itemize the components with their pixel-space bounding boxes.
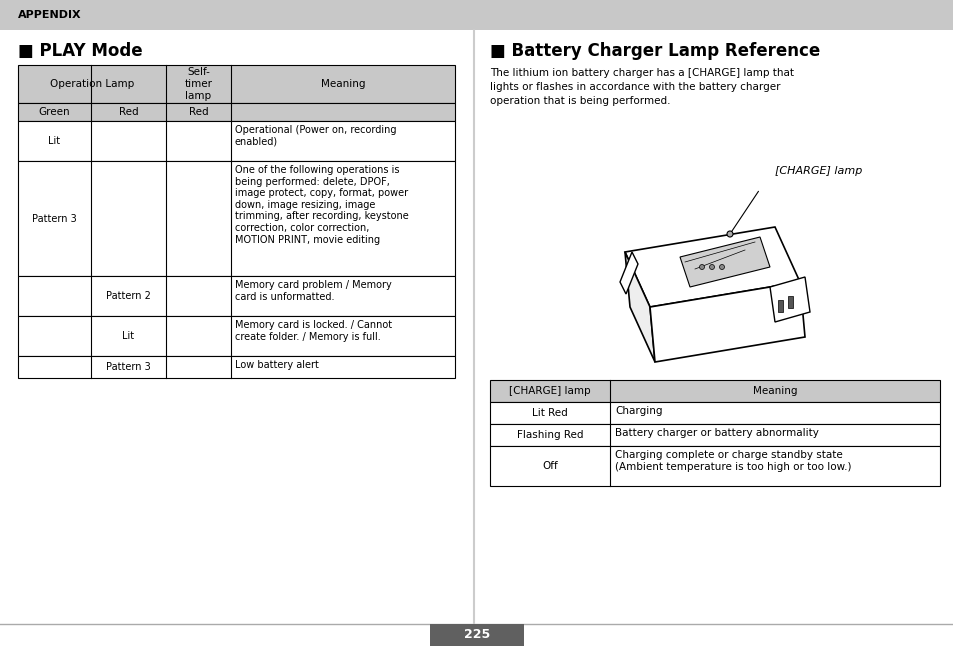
Circle shape: [719, 264, 723, 269]
Text: [CHARGE] lamp: [CHARGE] lamp: [509, 386, 590, 396]
Bar: [787, 296, 792, 308]
Text: Pattern 3: Pattern 3: [32, 213, 77, 224]
Polygon shape: [649, 282, 804, 362]
Text: Pattern 2: Pattern 2: [106, 291, 151, 301]
Text: ■ Battery Charger Lamp Reference: ■ Battery Charger Lamp Reference: [490, 42, 820, 60]
Text: Operational (Power on, recording
enabled): Operational (Power on, recording enabled…: [234, 125, 396, 147]
Text: One of the following operations is
being performed: delete, DPOF,
image protect,: One of the following operations is being…: [234, 165, 408, 245]
Circle shape: [699, 264, 703, 269]
Text: APPENDIX: APPENDIX: [18, 10, 82, 20]
Bar: [18, 316, 455, 356]
Bar: [18, 276, 455, 316]
Text: Low battery alert: Low battery alert: [234, 360, 318, 370]
Circle shape: [709, 264, 714, 269]
Bar: [18, 65, 455, 103]
Bar: [490, 446, 939, 486]
Text: Off: Off: [541, 461, 558, 471]
Text: Lit: Lit: [122, 331, 134, 341]
Text: ■ PLAY Mode: ■ PLAY Mode: [18, 42, 143, 60]
Polygon shape: [619, 252, 638, 294]
Text: Pattern 3: Pattern 3: [106, 362, 151, 372]
Text: Operation Lamp: Operation Lamp: [50, 79, 134, 89]
Text: Lit Red: Lit Red: [532, 408, 567, 418]
Text: Meaning: Meaning: [320, 79, 365, 89]
Text: Battery charger or battery abnormality: Battery charger or battery abnormality: [615, 428, 818, 438]
Bar: [18, 103, 455, 121]
Bar: [490, 380, 939, 402]
Polygon shape: [769, 277, 809, 322]
Polygon shape: [624, 252, 655, 362]
Text: Memory card problem / Memory
card is unformatted.: Memory card problem / Memory card is unf…: [234, 280, 392, 302]
Text: Memory card is locked. / Cannot
create folder. / Memory is full.: Memory card is locked. / Cannot create f…: [234, 320, 392, 342]
Bar: [778, 300, 782, 312]
Text: The lithium ion battery charger has a [CHARGE] lamp that
lights or flashes in ac: The lithium ion battery charger has a [C…: [490, 68, 793, 106]
Text: 225: 225: [463, 629, 490, 641]
Text: Flashing Red: Flashing Red: [517, 430, 582, 440]
Text: Red: Red: [118, 107, 138, 117]
Text: [CHARGE] lamp: [CHARGE] lamp: [774, 166, 862, 176]
Polygon shape: [624, 227, 800, 307]
Text: Charging complete or charge standby state
(Ambient temperature is too high or to: Charging complete or charge standby stat…: [615, 450, 851, 472]
Text: Red: Red: [189, 107, 208, 117]
Bar: [490, 402, 939, 424]
Bar: [430, 624, 523, 646]
Text: Green: Green: [39, 107, 71, 117]
Text: Charging: Charging: [615, 406, 661, 416]
Polygon shape: [679, 237, 769, 287]
Bar: [0, 0, 953, 30]
Bar: [18, 356, 455, 378]
Bar: [490, 424, 939, 446]
Text: Meaning: Meaning: [752, 386, 797, 396]
Text: Self-
timer
lamp: Self- timer lamp: [184, 67, 213, 101]
Text: Lit: Lit: [49, 136, 60, 146]
Bar: [18, 121, 455, 161]
Bar: [18, 161, 455, 276]
Circle shape: [726, 231, 732, 237]
